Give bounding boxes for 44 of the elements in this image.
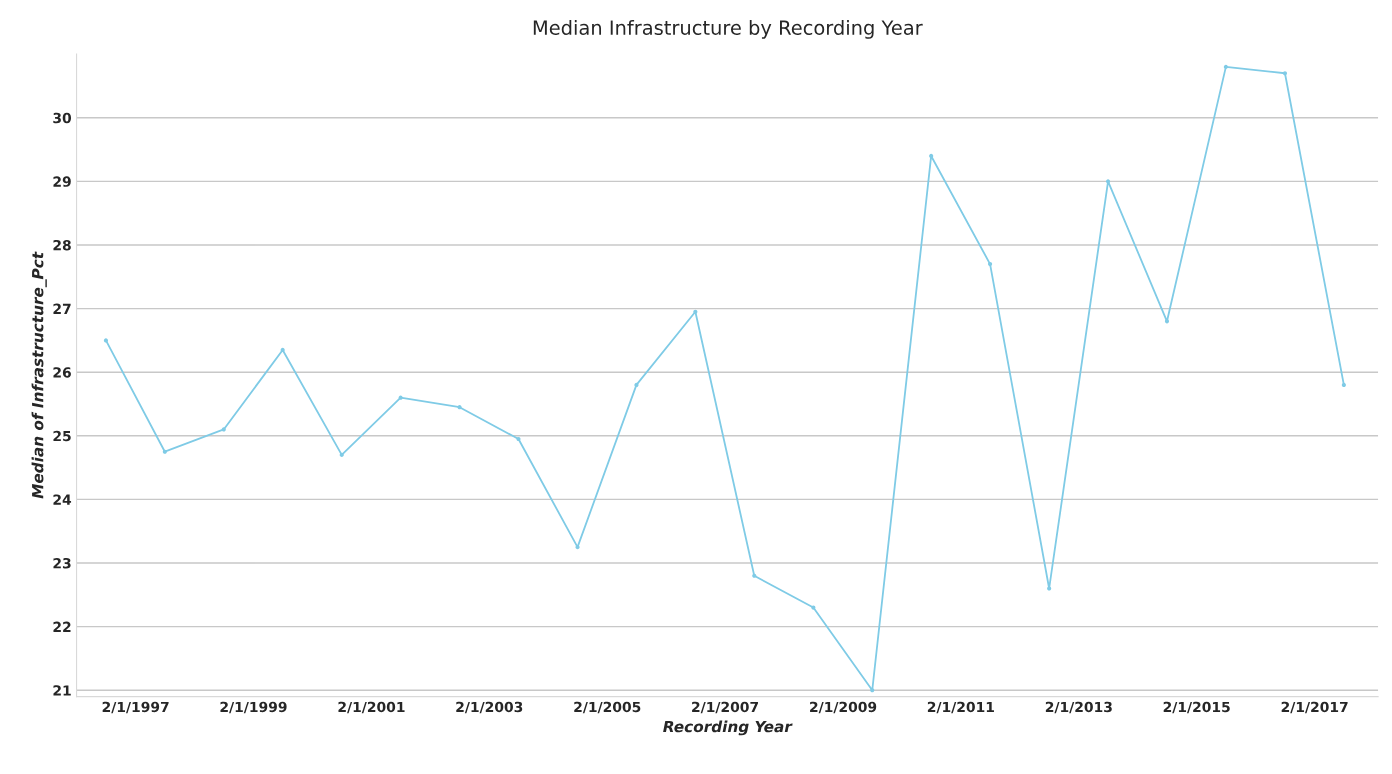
x-tick-label: 2/1/2001 xyxy=(338,701,405,714)
y-tick-label: 23 xyxy=(53,558,71,569)
point xyxy=(929,153,934,159)
point xyxy=(339,452,344,457)
x-tick-label: 2/1/2005 xyxy=(574,701,641,714)
point xyxy=(1223,64,1228,69)
x-tick-label: 2/1/2007 xyxy=(692,701,759,714)
point xyxy=(1164,319,1170,324)
x-tick-label: 2/1/2013 xyxy=(1045,701,1112,714)
point xyxy=(1341,382,1346,388)
y-tick-label: 24 xyxy=(53,494,72,505)
point xyxy=(987,262,993,267)
point xyxy=(1047,586,1052,591)
y-tick-label: 27 xyxy=(53,303,71,314)
x-tick-label: 2/1/2015 xyxy=(1163,701,1230,714)
point xyxy=(870,688,875,693)
y-tick-label: 22 xyxy=(53,621,71,632)
x-tick-label: 2/1/2003 xyxy=(456,701,523,714)
point xyxy=(1105,179,1111,184)
point xyxy=(103,338,109,343)
point xyxy=(634,382,639,388)
point xyxy=(457,405,462,410)
x-tick-label: 2/1/2011 xyxy=(927,701,994,714)
y-axis-title: Median of Infrastructure_Pct xyxy=(31,251,47,499)
chart-title: Median Infrastructure by Recording Year xyxy=(533,19,923,39)
y-tick-label: 21 xyxy=(53,685,71,696)
x-tick-label: 2/1/2009 xyxy=(810,701,877,714)
point xyxy=(398,395,403,400)
y-tick-label: 25 xyxy=(53,430,71,442)
point xyxy=(280,347,285,353)
point xyxy=(1282,71,1288,76)
x-axis-title: Recording Year xyxy=(663,720,793,736)
point xyxy=(516,436,521,442)
x-tick-label: 2/1/1999 xyxy=(220,701,287,714)
y-tick-label: 30 xyxy=(53,112,72,124)
x-tick-label: 2/1/2017 xyxy=(1281,701,1348,714)
point xyxy=(693,309,698,314)
point xyxy=(575,545,580,550)
point xyxy=(752,573,757,578)
y-tick-label: 28 xyxy=(53,239,71,251)
y-tick-label: 26 xyxy=(53,367,71,378)
point xyxy=(162,449,167,454)
y-tick-label: 29 xyxy=(53,176,71,187)
x-tick-label: 2/1/1997 xyxy=(102,701,169,714)
